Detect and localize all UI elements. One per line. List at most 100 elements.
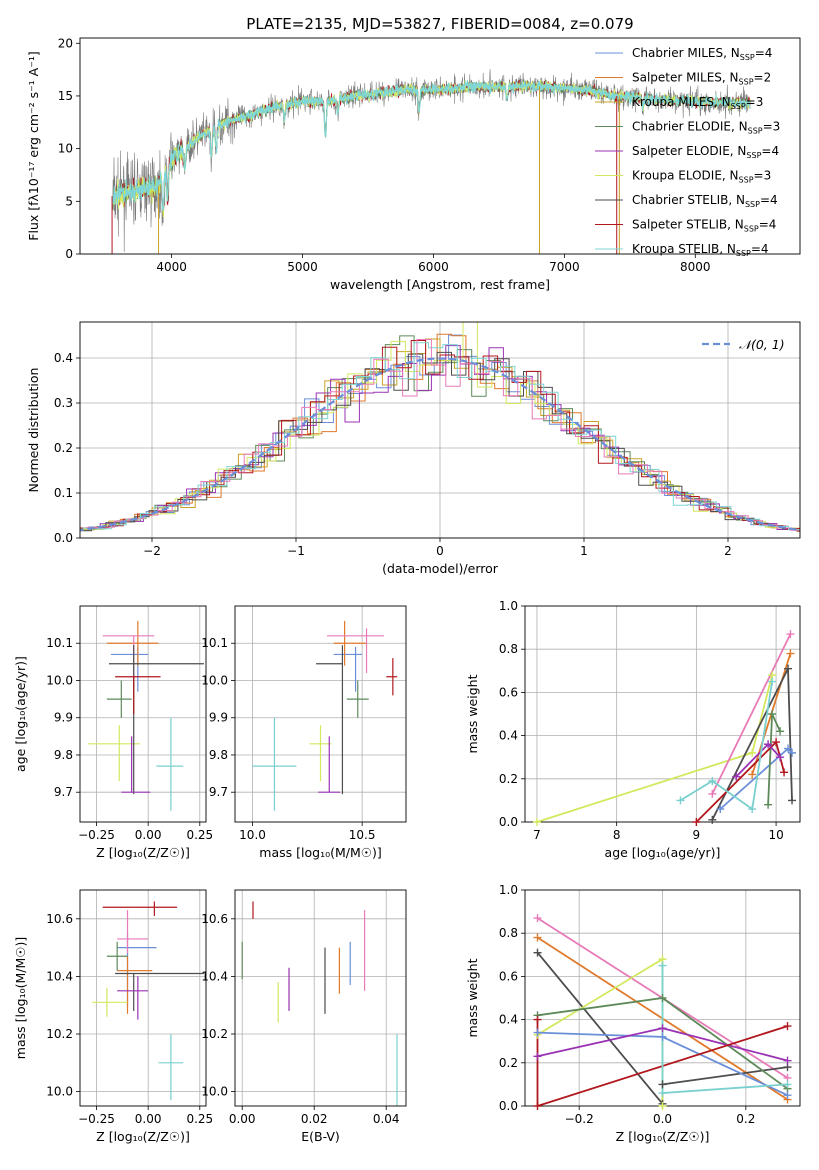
y-tick-label: 0.8 bbox=[499, 926, 518, 940]
weight-point-marker bbox=[780, 768, 789, 777]
y-tick-label: 0.4 bbox=[499, 1013, 518, 1027]
legend-entry: Chabrier STELIB, NSSP=4 bbox=[632, 193, 778, 209]
x-axis-label: Z [log₁₀(Z/Z☉)] bbox=[96, 845, 190, 860]
weight-point-marker bbox=[788, 796, 797, 805]
x-tick-label: 8000 bbox=[680, 260, 711, 274]
weight-point-marker bbox=[533, 1015, 542, 1024]
y-tick-label: 9.8 bbox=[54, 748, 73, 762]
y-tick-label: 10.2 bbox=[46, 1027, 73, 1041]
y-tick-label: 9.9 bbox=[209, 711, 228, 725]
legend-entry: Kroupa STELIB, NSSP=4 bbox=[632, 242, 769, 258]
y-tick-label: 10.0 bbox=[46, 673, 73, 687]
x-tick-label: −1 bbox=[287, 544, 305, 558]
weight-point-marker bbox=[533, 1028, 542, 1037]
legend-entry: 𝒩(0, 1) bbox=[739, 337, 785, 352]
x-axis-label: (data-model)/error bbox=[382, 561, 499, 576]
plot-area bbox=[111, 69, 751, 254]
panel-age_vs_Z: −0.25 0.00 0.25 9.7 9.8 9.9 10.0 10.1 Z [log₁₀(Z… bbox=[13, 605, 213, 860]
x-axis-label: Z [log₁₀(Z/Z☉)] bbox=[616, 1129, 710, 1144]
x-tick-label: 8 bbox=[613, 828, 621, 842]
y-tick-label: 0.6 bbox=[499, 969, 518, 983]
y-tick-label: 9.7 bbox=[54, 785, 73, 799]
weight-series-line bbox=[661, 965, 788, 1094]
x-tick-label: −0.2 bbox=[565, 1112, 594, 1126]
weight-point-marker bbox=[772, 738, 781, 747]
weight-series-line bbox=[536, 674, 773, 822]
weight-point-marker bbox=[533, 933, 542, 942]
y-tick-label: 0.2 bbox=[54, 441, 73, 455]
x-tick-label: 7 bbox=[533, 828, 541, 842]
axes-frame bbox=[79, 321, 801, 539]
y-tick-label: 10.0 bbox=[201, 673, 228, 687]
legend-entry: Kroupa MILES, NSSP=3 bbox=[632, 95, 763, 111]
plot-area bbox=[235, 890, 406, 1106]
plot-area bbox=[80, 322, 800, 538]
y-tick-label: 0.4 bbox=[54, 351, 73, 365]
panel-mass_vs_ebv: 0.00 0.02 0.04 10.0 10.2 10.4 10.6 E(B-V) bbox=[201, 889, 407, 1144]
x-tick-label: −0.25 bbox=[78, 1112, 115, 1126]
weight-point-marker bbox=[786, 630, 795, 639]
weight-point-marker bbox=[768, 710, 777, 718]
y-tick-label: 10.1 bbox=[46, 636, 73, 650]
weight-point-marker bbox=[532, 818, 541, 826]
y-tick-label: 10 bbox=[58, 142, 73, 156]
weight-point-marker bbox=[708, 789, 717, 798]
weight-point-marker bbox=[783, 1022, 792, 1031]
weight-point-marker bbox=[748, 748, 757, 757]
weight-point-marker bbox=[708, 776, 717, 785]
panel-weight_vs_age: 7 8 9 10 0.0 0.2 0.4 0.6 0.8 1.0 age [log₁₀(age/yr… bbox=[465, 599, 801, 860]
y-tick-label: 0 bbox=[65, 247, 73, 261]
x-tick-label: 0.00 bbox=[135, 1112, 162, 1126]
weight-series-line bbox=[711, 633, 792, 795]
x-axis-label: E(B-V) bbox=[301, 1129, 340, 1144]
legend-entry: Chabrier MILES, NSSP=4 bbox=[632, 46, 772, 62]
legend-entry: Salpeter MILES, NSSP=2 bbox=[632, 71, 771, 87]
x-axis-label: age [log₁₀(age/yr)] bbox=[605, 845, 721, 860]
weight-point-marker bbox=[764, 740, 773, 749]
y-tick-label: 20 bbox=[58, 36, 73, 50]
figure-title: PLATE=2135, MJD=53827, FIBERID=0084, z=0… bbox=[246, 15, 633, 33]
x-tick-label: 2 bbox=[724, 544, 732, 558]
y-tick-label: 0.0 bbox=[499, 1099, 518, 1113]
x-tick-label: 0.00 bbox=[135, 828, 162, 842]
x-tick-label: 9 bbox=[693, 828, 701, 842]
weight-series-line bbox=[711, 668, 793, 821]
x-tick-label: 6000 bbox=[418, 260, 449, 274]
x-tick-label: 0.0 bbox=[653, 1112, 672, 1126]
normal-reference-curve bbox=[80, 357, 800, 532]
legend-entry: Salpeter STELIB, NSSP=4 bbox=[632, 218, 776, 234]
weight-series-line bbox=[536, 1019, 788, 1106]
weight-point-marker bbox=[716, 805, 725, 814]
weight-point-marker bbox=[764, 800, 773, 809]
axes-frame bbox=[79, 889, 207, 1107]
weight-point-marker bbox=[768, 677, 777, 686]
x-tick-label: 1 bbox=[580, 544, 588, 558]
y-tick-label: 9.8 bbox=[209, 748, 228, 762]
y-tick-label: 10.6 bbox=[201, 912, 228, 926]
weight-point-marker bbox=[533, 1102, 542, 1110]
y-tick-label: 10.4 bbox=[201, 969, 228, 983]
weight-point-marker bbox=[676, 796, 685, 805]
panel-residuals: −2 −1 0 1 2 0.0 0.1 0.2 0.3 0.4 (data-model)/error… bbox=[26, 321, 801, 576]
x-tick-label: −0.25 bbox=[78, 828, 115, 842]
plot-area bbox=[525, 606, 800, 822]
y-tick-label: 0.0 bbox=[499, 815, 518, 829]
plot-area bbox=[80, 606, 206, 822]
x-axis-label: Z [log₁₀(Z/Z☉)] bbox=[96, 1129, 190, 1144]
weight-point-marker bbox=[784, 664, 793, 673]
x-tick-label: 0.25 bbox=[186, 828, 213, 842]
weight-point-marker bbox=[748, 805, 757, 814]
y-tick-label: 0.1 bbox=[54, 486, 73, 500]
x-tick-label: 0.2 bbox=[736, 1112, 755, 1126]
weight-point-marker bbox=[658, 1080, 667, 1089]
weight-point-marker bbox=[786, 649, 795, 658]
weight-series-line bbox=[767, 713, 781, 805]
weight-point-marker bbox=[658, 1089, 667, 1098]
x-tick-label: −2 bbox=[143, 544, 161, 558]
legend-entry: Chabrier ELODIE, NSSP=3 bbox=[632, 120, 780, 136]
y-axis-label: Normed distribution bbox=[26, 368, 41, 493]
y-tick-label: 10.6 bbox=[46, 912, 73, 926]
model-spectrum bbox=[112, 80, 751, 212]
weight-point-marker bbox=[658, 961, 667, 970]
weight-point-marker bbox=[692, 818, 701, 826]
